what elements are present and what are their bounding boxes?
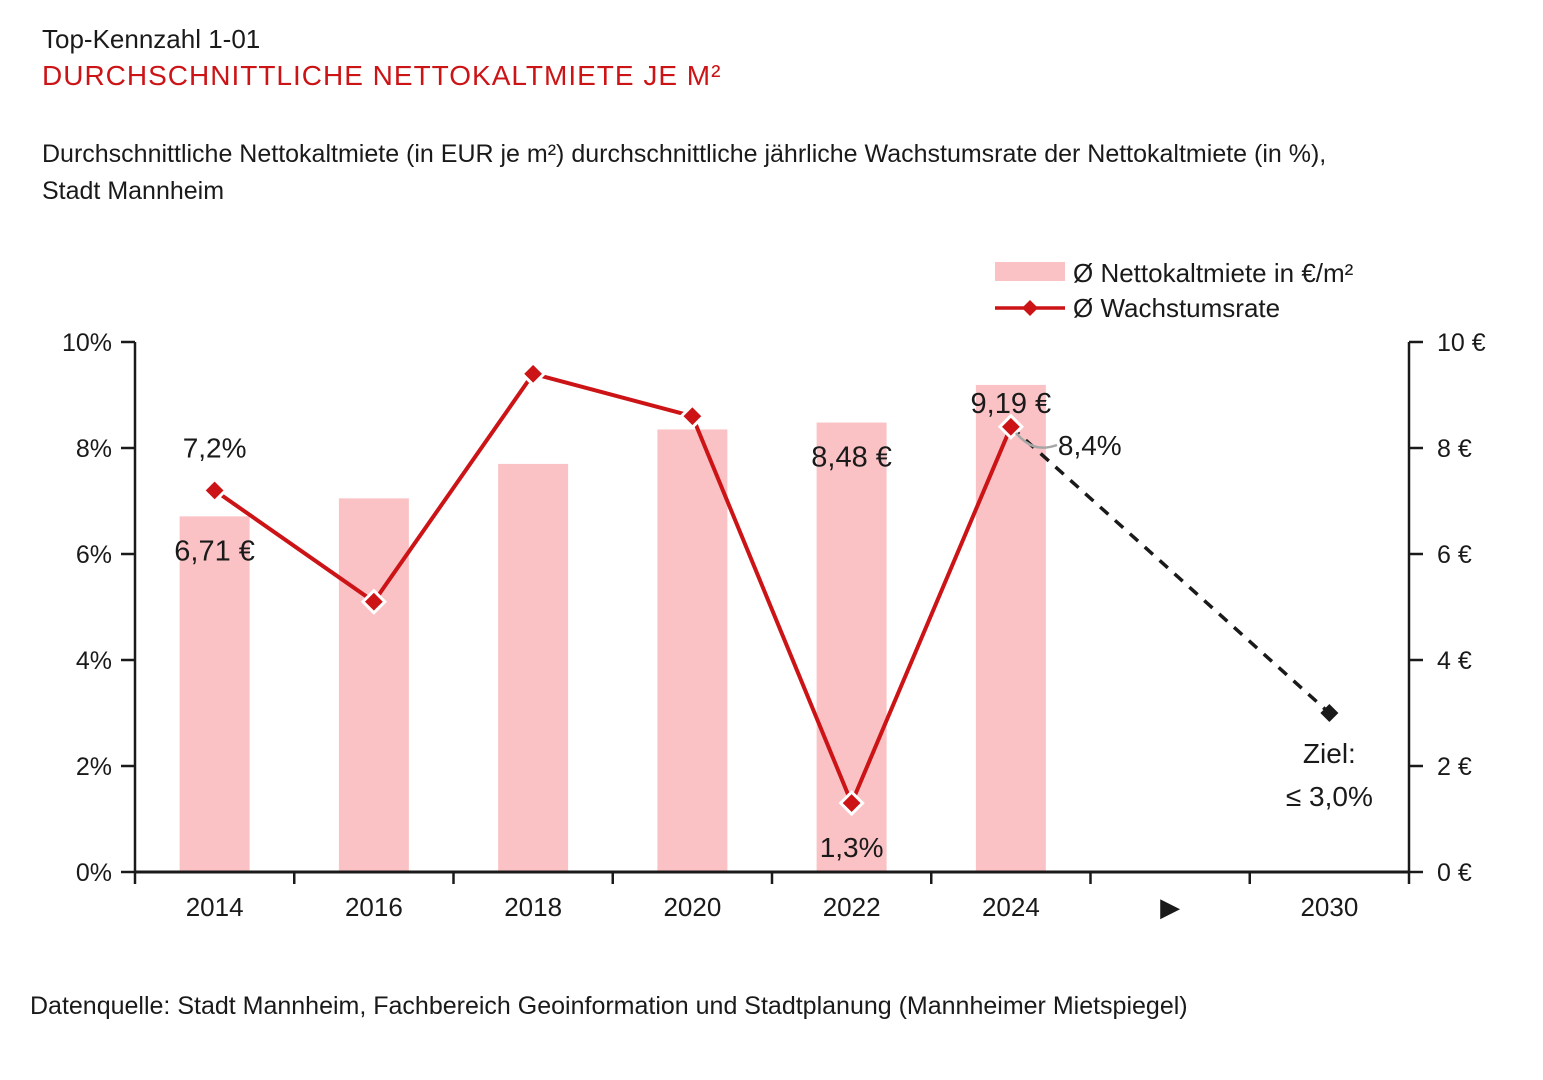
data-labels: 7,2% 6,71 € 8,48 € 1,3% 9,19 €8,4% Ziel: ≤ 3,0… [174,388,1373,863]
right-tick-label: 8 € [1437,435,1472,463]
growth-point-2020 [679,403,706,430]
target-point-2030 [1320,704,1339,722]
x-category-label-2020: 2020 [663,892,721,922]
x-category-label-2022: 2022 [823,892,881,922]
line-markers [201,360,1339,817]
bar-2024 [975,384,1046,872]
forward-arrow-icon: ▶ [1160,892,1180,922]
left-tick-label: 10% [62,329,112,357]
growth-point-2022 [838,789,865,817]
x-category-label-2014: 2014 [186,892,244,922]
legend-bar-label: Ø Nettokaltmiete in €/m² [1073,258,1354,288]
right-tick-label: 6 € [1437,541,1472,569]
data-source-note: Datenquelle: Stadt Mannheim, Fachbereich… [30,992,1188,1020]
x-category-label-2016: 2016 [345,892,403,922]
legend-diamond-icon [1022,300,1038,316]
right-tick-label: 10 € [1437,329,1486,357]
left-tick-label: 8% [76,435,112,463]
legend-bar-swatch-icon [995,262,1065,281]
annotation-≤ 3,0%: ≤ 3,0% [1286,781,1373,812]
label-leader-line [1015,432,1058,449]
bar-2016 [338,498,409,872]
x-category-label-2030: 2030 [1300,892,1358,922]
bar-series [179,384,1046,872]
legend: Ø Nettokaltmiete in €/m² Ø Wachstumsrate [995,258,1354,323]
chart-subtitle: Durchschnittliche Nettokaltmiete (in EUR… [42,136,1522,210]
legend-line-label: Ø Wachstumsrate [1073,293,1280,323]
subtitle-line-1: Durchschnittliche Nettokaltmiete (in EUR… [42,140,1327,168]
subtitle-line-2: Stadt Mannheim [42,177,225,205]
right-tick-label: 4 € [1437,647,1472,675]
growth-rate-line [213,371,1013,806]
left-tick-label: 0% [76,859,112,887]
line-series [213,371,1331,806]
x-category-label-2024: 2024 [982,892,1040,922]
annotation-Ziel:: Ziel: [1303,738,1356,769]
left-tick-label: 2% [76,753,112,781]
annotation-8,4%: 8,4% [1058,430,1122,461]
growth-point-2014 [201,477,228,504]
bar-2020 [657,429,728,872]
target-trend-dashed-line [1009,425,1331,715]
annotation-9,19 €: 9,19 € [971,388,1052,420]
annotation-6,71 €: 6,71 € [174,535,255,567]
bar-2018 [498,463,569,872]
annotation-1,3%: 1,3% [820,832,884,863]
annotation-8,48 €: 8,48 € [811,442,892,474]
right-tick-label: 2 € [1437,753,1472,781]
annotation-7,2%: 7,2% [183,432,247,463]
right-tick-label: 0 € [1437,859,1472,887]
page-title: DURCHSCHNITTLICHE NETTOKALTMIETE JE M² [42,60,722,91]
growth-point-2024 [997,413,1024,440]
left-tick-label: 4% [76,647,112,675]
report-kicker: Top-Kennzahl 1-01 [42,24,261,54]
x-category-label-2018: 2018 [504,892,562,922]
left-tick-label: 6% [76,541,112,569]
growth-point-2016 [360,588,387,615]
growth-point-2018 [520,360,547,387]
axes: 0% 2% 4% 6% 8% 10% 0 € 2 € 4 € 6 € 8 € 10 € 2014 2016… [62,329,1486,922]
bar-2014 [179,516,250,872]
